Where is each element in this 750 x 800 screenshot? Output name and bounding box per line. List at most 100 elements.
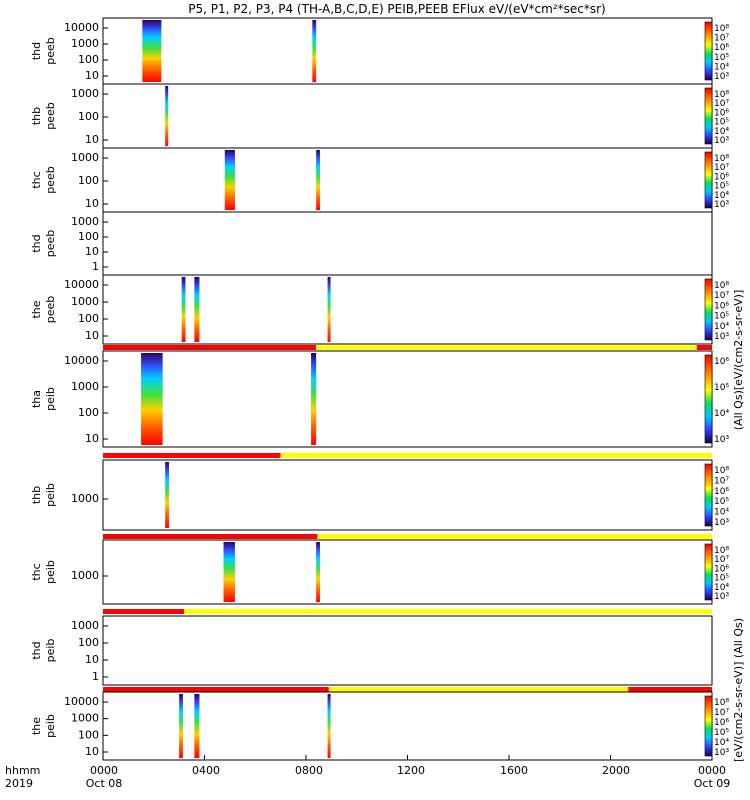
colorbar-tick-label: 10⁷ xyxy=(714,163,729,173)
quantity-label: peib xyxy=(44,387,57,411)
spectrogram-burst xyxy=(142,20,162,82)
quantity-label: peeb xyxy=(44,37,57,65)
colorbar xyxy=(704,278,713,341)
colorbar-tick-label: 10³ xyxy=(714,332,729,342)
y-tick-label: 10 xyxy=(85,133,99,146)
quality-flag-segment xyxy=(103,534,318,539)
panel-frame xyxy=(102,83,713,149)
y-tick-label: 100 xyxy=(78,636,99,649)
colorbar-tick-label: 10⁸ xyxy=(714,90,729,100)
colorbar-tick-label: 10³ xyxy=(714,592,729,602)
colorbar-tick-label: 10⁸ xyxy=(714,546,729,556)
colorbar xyxy=(704,543,713,601)
spectrogram-burst xyxy=(224,150,235,210)
spectrogram-burst xyxy=(165,462,169,528)
probe-label: tha xyxy=(30,390,43,408)
probe-label: the xyxy=(30,717,43,735)
y-tick-label: 100 xyxy=(78,174,99,187)
time-axis-label-6: 2000 xyxy=(602,764,630,777)
y-tick-label: 10000 xyxy=(64,695,99,708)
colorbar-tick-label: 10⁶ xyxy=(714,487,729,497)
colorbar xyxy=(704,463,713,527)
probe-label: thd xyxy=(30,234,43,252)
colorbar-tick-label: 10⁸ xyxy=(714,698,729,708)
quantity-label: peeb xyxy=(44,102,57,130)
colorbar-tick-label: 10⁵ xyxy=(714,118,729,128)
y-tick-label: 100 xyxy=(78,230,99,243)
colorbar-tick-label: 10³ xyxy=(714,72,729,82)
figure-title: P5, P1, P2, P3, P4 (TH-A,B,C,D,E) PEIB,P… xyxy=(188,2,605,16)
colorbar-tick-label: 10⁴ xyxy=(714,738,729,748)
probe-label: thb xyxy=(30,486,43,504)
probe-label: thc xyxy=(30,563,43,580)
y-tick-label: 1000 xyxy=(71,619,99,632)
y-tick-label: 10000 xyxy=(64,354,99,367)
y-tick-label: 1000 xyxy=(71,492,99,505)
y-tick-label: 100 xyxy=(78,728,99,741)
quantity-label: peib xyxy=(44,483,57,507)
colorbar-tick-label: 10⁸ xyxy=(714,24,729,34)
colorbar-tick-label: 10⁴ xyxy=(714,409,729,419)
quality-flag-segment xyxy=(328,687,629,692)
spectrogram-burst xyxy=(179,694,183,758)
colorbar-tick-label: 10⁴ xyxy=(714,583,729,593)
y-tick-label: 1000 xyxy=(71,215,99,228)
colorbar-tick-label: 10⁵ xyxy=(714,383,729,393)
quantity-label: peib xyxy=(44,560,57,584)
y-tick-label: 10 xyxy=(85,432,99,445)
colorbar-tick-label: 10⁷ xyxy=(714,476,729,486)
spectrogram-burst xyxy=(223,542,235,602)
y-tick-label: 10000 xyxy=(64,278,99,291)
y-tick-label: 1000 xyxy=(71,712,99,725)
colorbar-tick-label: 10⁸ xyxy=(714,154,729,164)
colorbar xyxy=(704,21,713,81)
spectrogram-burst xyxy=(316,150,320,210)
spectrogram-burst xyxy=(165,86,169,146)
spectrogram-burst xyxy=(316,542,320,602)
colorbar-unit-label-top: (All Qs)[eV/(cm2-s-sr-eV)] xyxy=(732,290,745,431)
y-tick-label: 100 xyxy=(78,110,99,123)
colorbar-tick-label: 10³ xyxy=(714,200,729,210)
spectrogram-burst xyxy=(181,277,186,342)
panel-frame xyxy=(102,459,713,531)
colorbar-tick-label: 10⁷ xyxy=(714,291,729,301)
probe-label: thd xyxy=(30,641,43,659)
colorbar-tick-label: 10³ xyxy=(714,136,729,146)
y-tick-label: 1000 xyxy=(71,569,99,582)
spectrogram-burst xyxy=(327,694,331,758)
quality-flag-segment xyxy=(316,345,697,350)
quality-flag-segment xyxy=(280,453,712,458)
colorbar-tick-label: 10⁶ xyxy=(714,43,729,53)
y-tick-label: 1000 xyxy=(71,380,99,393)
colorbar-tick-label: 10⁶ xyxy=(714,172,729,182)
panel-frame xyxy=(102,17,713,85)
y-tick-label: 1000 xyxy=(71,87,99,100)
panel-thd-peib: 1000 100 10 1 thd peib xyxy=(30,615,713,692)
quantity-label: peeb xyxy=(44,296,57,324)
colorbar-tick-label: 10³ xyxy=(714,435,729,445)
colorbar-tick-label: 10³ xyxy=(714,518,729,528)
time-axis-label-3: 0800 xyxy=(295,764,323,777)
colorbar-tick-label: 10⁶ xyxy=(714,718,729,728)
spectrogram-burst xyxy=(327,277,331,342)
colorbar-tick-label: 10⁷ xyxy=(714,99,729,109)
time-axis-label-2: 0400 xyxy=(192,764,220,777)
y-tick-label: 10 xyxy=(85,69,99,82)
time-axis-date-7: Oct 09 xyxy=(694,777,731,790)
y-tick-label: 100 xyxy=(78,406,99,419)
colorbar xyxy=(704,151,713,209)
colorbar-tick-label: 10⁷ xyxy=(714,555,729,565)
colorbar-tick-label: 10⁵ xyxy=(714,497,729,507)
y-tick-label: 10000 xyxy=(64,21,99,34)
colorbar-tick-label: 10⁵ xyxy=(714,53,729,63)
colorbar-tick-label: 10⁴ xyxy=(714,62,729,72)
colorbar-unit-label-bottom: [eV/(cm2-s-sr-eV)] (All Qs) xyxy=(732,618,745,762)
quantity-label: peib xyxy=(44,639,57,663)
colorbar-tick-label: 10⁶ xyxy=(714,564,729,574)
colorbar-tick-label: 10⁴ xyxy=(714,127,729,137)
y-tick-label: 100 xyxy=(78,53,99,66)
time-axis-date-1: Oct 08 xyxy=(86,777,123,790)
y-tick-label: 1 xyxy=(92,260,99,273)
